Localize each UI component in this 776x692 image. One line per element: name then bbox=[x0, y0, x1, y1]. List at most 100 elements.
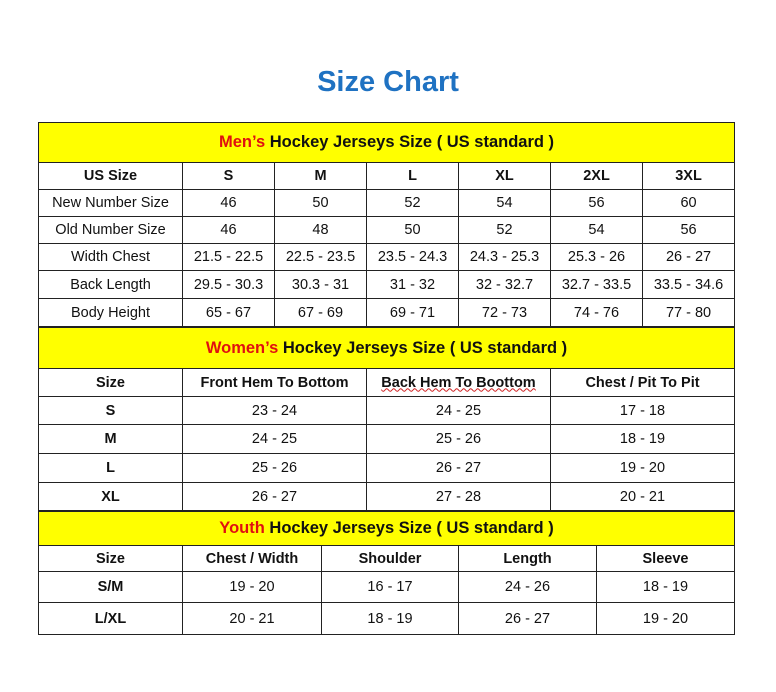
column-header: Size bbox=[38, 368, 183, 397]
table-cell: 20 - 21 bbox=[182, 602, 322, 635]
table-cell: 27 - 28 bbox=[366, 482, 551, 511]
table-cell: 52 bbox=[366, 189, 459, 217]
table-cell: 20 - 21 bbox=[549, 482, 736, 511]
table-cell: 56 bbox=[641, 216, 736, 244]
table-cell: 17 - 18 bbox=[549, 396, 736, 425]
row-label: Back Length bbox=[38, 270, 183, 299]
men-heading-prefix: Men’s bbox=[219, 133, 266, 151]
column-header: Size bbox=[38, 545, 183, 572]
table-row: M 24 - 25 25 - 26 18 - 19 bbox=[38, 424, 736, 454]
table-cell: 65 - 67 bbox=[182, 298, 275, 327]
women-column-header-row: Size Front Hem To Bottom Back Hem To Boott… bbox=[38, 368, 736, 397]
table-cell: 23.5 - 24.3 bbox=[366, 243, 459, 271]
table-cell: 26 - 27 bbox=[182, 482, 367, 511]
table-cell: 48 bbox=[274, 216, 367, 244]
column-header: Chest / Width bbox=[182, 545, 322, 572]
column-header: Sleeve bbox=[595, 545, 736, 572]
table-cell: 21.5 - 22.5 bbox=[182, 243, 275, 271]
table-cell: 67 - 69 bbox=[274, 298, 367, 327]
table-cell: 69 - 71 bbox=[366, 298, 459, 327]
table-cell: 24 - 25 bbox=[182, 424, 367, 454]
table-cell: 29.5 - 30.3 bbox=[182, 270, 275, 299]
table-cell: 46 bbox=[182, 216, 275, 244]
table-cell: 26 - 27 bbox=[641, 243, 736, 271]
table-cell: 32 - 32.7 bbox=[458, 270, 551, 299]
youth-heading: Youth Hockey Jerseys Size ( US standard … bbox=[37, 511, 736, 546]
table-cell: 31 - 32 bbox=[366, 270, 459, 299]
table-cell: 56 bbox=[550, 189, 643, 217]
table-cell: 54 bbox=[458, 189, 551, 217]
youth-heading-prefix: Youth bbox=[219, 519, 265, 537]
table-cell: 54 bbox=[550, 216, 643, 244]
men-heading: Men’s Hockey Jerseys Size ( US standard … bbox=[37, 122, 736, 163]
column-header: 3XL bbox=[641, 162, 736, 190]
table-cell: 19 - 20 bbox=[549, 453, 736, 483]
youth-size-table: Youth Hockey Jerseys Size ( US standard … bbox=[37, 511, 736, 635]
table-cell: 24 - 26 bbox=[458, 571, 597, 603]
column-header: M bbox=[274, 162, 367, 190]
row-label: S/M bbox=[38, 571, 183, 603]
column-header: US Size bbox=[38, 162, 183, 190]
row-label: New Number Size bbox=[38, 189, 183, 217]
table-cell: 77 - 80 bbox=[641, 298, 736, 327]
table-cell: 60 bbox=[641, 189, 736, 217]
table-row: New Number Size 46 50 52 54 56 60 bbox=[38, 189, 736, 217]
column-header: 2XL bbox=[550, 162, 643, 190]
column-header: S bbox=[182, 162, 275, 190]
table-row: S 23 - 24 24 - 25 17 - 18 bbox=[38, 396, 736, 425]
column-header: Back Hem To Boottom bbox=[366, 368, 551, 397]
table-cell: 25 - 26 bbox=[182, 453, 367, 483]
column-header: Shoulder bbox=[321, 545, 459, 572]
table-cell: 30.3 - 31 bbox=[274, 270, 367, 299]
table-cell: 72 - 73 bbox=[458, 298, 551, 327]
women-heading-prefix: Women’s bbox=[205, 338, 279, 357]
size-chart: Men’s Hockey Jerseys Size ( US standard … bbox=[37, 122, 736, 635]
table-cell: 25.3 - 26 bbox=[550, 243, 643, 271]
table-cell: 24 - 25 bbox=[366, 396, 551, 425]
column-header-text: Back Hem To Boottom bbox=[381, 374, 536, 391]
column-header: Chest / Pit To Pit bbox=[549, 368, 736, 397]
table-row: Width Chest 21.5 - 22.5 22.5 - 23.5 23.5 - … bbox=[38, 243, 736, 271]
table-cell: 52 bbox=[458, 216, 551, 244]
table-cell: 46 bbox=[182, 189, 275, 217]
table-row: Old Number Size 46 48 50 52 54 56 bbox=[38, 216, 736, 244]
table-cell: 18 - 19 bbox=[595, 571, 736, 603]
table-row: XL 26 - 27 27 - 28 20 - 21 bbox=[38, 482, 736, 511]
men-size-table: Men’s Hockey Jerseys Size ( US standard … bbox=[37, 122, 736, 327]
table-cell: 19 - 20 bbox=[182, 571, 322, 603]
table-cell: 19 - 20 bbox=[595, 602, 736, 635]
table-row: Back Length 29.5 - 30.3 30.3 - 31 31 - 32 32… bbox=[38, 270, 736, 299]
youth-heading-rest: Hockey Jerseys Size ( US standard ) bbox=[264, 519, 554, 537]
men-column-header-row: US Size S M L XL 2XL 3XL bbox=[38, 162, 736, 190]
table-row: Body Height 65 - 67 67 - 69 69 - 71 72 - 73 7… bbox=[38, 298, 736, 327]
row-label: L/XL bbox=[38, 602, 183, 635]
column-header: XL bbox=[458, 162, 551, 190]
table-cell: 22.5 - 23.5 bbox=[274, 243, 367, 271]
table-cell: 74 - 76 bbox=[550, 298, 643, 327]
row-label: M bbox=[38, 424, 183, 454]
table-cell: 26 - 27 bbox=[458, 602, 597, 635]
row-label: Body Height bbox=[38, 298, 183, 327]
page-title: Size Chart bbox=[317, 66, 459, 98]
table-cell: 16 - 17 bbox=[321, 571, 459, 603]
table-cell: 33.5 - 34.6 bbox=[641, 270, 736, 299]
table-cell: 50 bbox=[274, 189, 367, 217]
column-header: Length bbox=[458, 545, 597, 572]
men-heading-rest: Hockey Jerseys Size ( US standard ) bbox=[265, 133, 555, 151]
table-cell: 25 - 26 bbox=[366, 424, 551, 454]
row-label: XL bbox=[38, 482, 183, 511]
row-label: Old Number Size bbox=[38, 216, 183, 244]
table-row: L/XL 20 - 21 18 - 19 26 - 27 19 - 20 bbox=[38, 602, 736, 635]
row-label: Width Chest bbox=[38, 243, 183, 271]
table-cell: 23 - 24 bbox=[182, 396, 367, 425]
table-cell: 32.7 - 33.5 bbox=[550, 270, 643, 299]
table-cell: 18 - 19 bbox=[549, 424, 736, 454]
table-row: L 25 - 26 26 - 27 19 - 20 bbox=[38, 453, 736, 483]
women-heading-rest: Hockey Jerseys Size ( US standard ) bbox=[278, 338, 568, 357]
youth-column-header-row: Size Chest / Width Shoulder Length Sleeve bbox=[38, 545, 736, 572]
women-heading: Women’s Hockey Jerseys Size ( US standar… bbox=[37, 327, 736, 369]
table-cell: 24.3 - 25.3 bbox=[458, 243, 551, 271]
row-label: S bbox=[38, 396, 183, 425]
row-label: L bbox=[38, 453, 183, 483]
table-cell: 26 - 27 bbox=[366, 453, 551, 483]
